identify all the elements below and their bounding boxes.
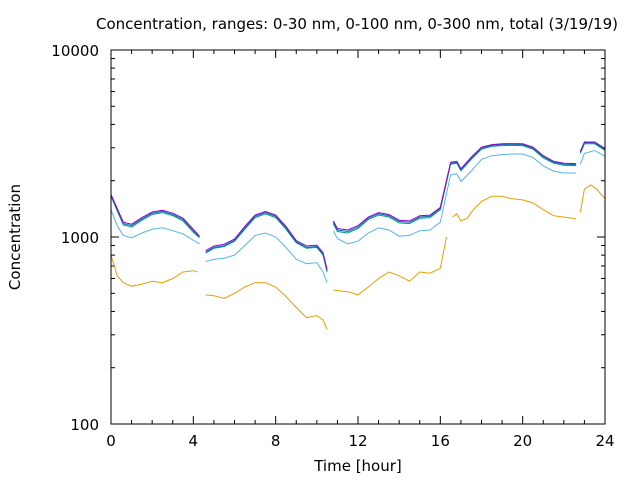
series-2-segment-0 (110, 196, 200, 239)
series-4-segment-3 (450, 143, 577, 170)
x-tick-label-5: 20 (513, 432, 532, 450)
series-4-segment-4 (579, 141, 606, 152)
series-3-segment-1 (205, 212, 328, 271)
chart-title: Concentration, ranges: 0-30 nm, 0-100 nm… (96, 15, 618, 33)
x-axis-label: Time [hour] (313, 457, 402, 475)
series-layer (110, 141, 606, 330)
x-tick-label-2: 8 (271, 432, 281, 450)
series-2-segment-4 (579, 143, 606, 154)
y-tick-label-1: 1000 (61, 229, 99, 247)
series-2-segment-2 (332, 164, 452, 234)
x-tick-label-1: 4 (189, 432, 199, 450)
series-1-segment-1 (205, 232, 328, 283)
y-tick-label-0: 100 (70, 416, 99, 434)
series-3-segment-3 (450, 143, 577, 171)
plot-frame (110, 49, 606, 425)
series-0-segment-3 (452, 195, 577, 222)
series-4-segment-2 (332, 162, 452, 231)
series-0-segment-0 (110, 254, 198, 287)
series-4-segment-1 (205, 210, 328, 270)
tick-labels: 0 4 8 12 16 20 24 100 1000 10000 (51, 42, 614, 450)
x-tick-label-0: 0 (106, 432, 116, 450)
series-2-segment-1 (205, 213, 328, 273)
series-3-segment-0 (110, 195, 200, 238)
series-1-segment-0 (110, 209, 200, 245)
axis-ticks (110, 49, 606, 425)
y-axis-label: Concentration (6, 184, 24, 290)
x-tick-label-3: 12 (348, 432, 367, 450)
x-tick-label-4: 16 (431, 432, 450, 450)
series-1-segment-2 (332, 174, 452, 245)
series-0-segment-4 (579, 184, 606, 213)
series-3-segment-2 (332, 163, 452, 233)
series-1-segment-4 (579, 149, 606, 165)
y-tick-label-2: 10000 (51, 42, 99, 60)
series-4-segment-0 (110, 194, 200, 237)
x-tick-label-6: 24 (595, 432, 614, 450)
series-0-segment-2 (333, 236, 447, 296)
series-2-segment-3 (450, 144, 577, 172)
series-0-segment-1 (205, 282, 328, 330)
series-1-segment-3 (450, 153, 577, 183)
